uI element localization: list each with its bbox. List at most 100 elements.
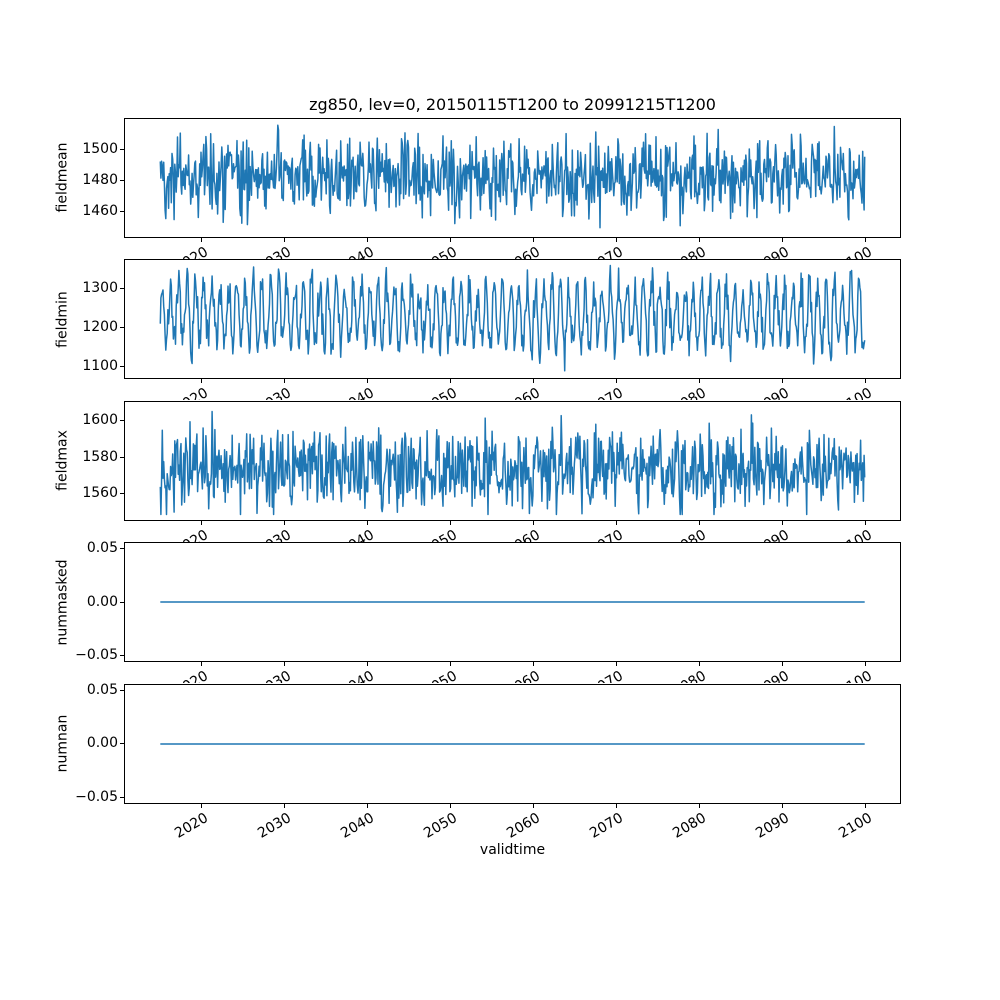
xtick-label: 2020	[143, 668, 212, 683]
xtick-label: 2030	[226, 668, 294, 683]
ytick-mark	[120, 797, 124, 799]
xtick-label: 2030	[226, 527, 294, 542]
xtick-label: 2070	[558, 244, 626, 259]
ytick-label: 1200	[82, 318, 118, 335]
xtick-mark	[698, 803, 700, 808]
xtick-mark	[366, 520, 368, 525]
xtick-label: 2030	[226, 244, 294, 259]
line-numnan	[160, 743, 865, 745]
ytick-mark	[120, 419, 124, 421]
xtick-mark	[615, 520, 617, 525]
xtick-mark	[449, 803, 451, 808]
xtick-label: 2080	[641, 385, 709, 400]
xtick-mark	[615, 237, 617, 242]
xtick-mark	[532, 520, 534, 525]
xtick-mark	[200, 662, 202, 667]
ytick-label: 0.05	[86, 540, 118, 557]
ytick-label: 1460	[82, 203, 118, 220]
xtick-label: 2070	[558, 527, 626, 542]
ytick-mark	[120, 149, 124, 151]
xtick-mark	[698, 662, 700, 667]
xtick-mark	[283, 803, 285, 808]
ytick-mark	[120, 655, 124, 657]
ytick-mark	[120, 548, 124, 550]
xtick-label: 2040	[309, 668, 377, 683]
ytick-label: 1480	[82, 172, 118, 189]
xtick-label: 2100	[806, 527, 875, 542]
xtick-label: 2090	[723, 385, 792, 400]
xtick-mark	[781, 662, 783, 667]
xtick-label: 2030	[226, 385, 294, 400]
xtick-mark	[698, 520, 700, 525]
xtick-mark	[200, 520, 202, 525]
subplot-nummasked	[124, 542, 901, 663]
xtick-mark	[283, 237, 285, 242]
ytick-label: 1500	[82, 141, 118, 158]
xtick-mark	[283, 662, 285, 667]
series-fieldmean	[159, 123, 866, 228]
xtick-mark	[366, 237, 368, 242]
xtick-mark	[781, 520, 783, 525]
ytick-label: 1560	[82, 485, 118, 502]
xtick-mark	[200, 237, 202, 242]
xtick-label: 2040	[309, 527, 377, 542]
xtick-label: 2060	[475, 527, 543, 542]
subplot-numnan	[124, 683, 901, 804]
xtick-label: 2050	[392, 668, 460, 683]
xtick-label: 2060	[475, 668, 543, 683]
xtick-label: 2050	[392, 527, 460, 542]
xtick-mark	[366, 379, 368, 384]
xtick-mark	[864, 803, 866, 808]
xtick-label: 2060	[475, 244, 543, 259]
line-fieldmean	[159, 123, 866, 228]
xtick-label: 2090	[723, 244, 792, 259]
ytick-mark	[120, 365, 124, 367]
xtick-mark	[366, 803, 368, 808]
xtick-mark	[449, 662, 451, 667]
xtick-mark	[532, 237, 534, 242]
xtick-mark	[532, 379, 534, 384]
series-fieldmax	[159, 410, 866, 515]
line-fieldmax	[159, 410, 866, 515]
xtick-labels-clipped: 2020 2030 2040 2050 2060 2070 2080 2090 2100	[0, 666, 1000, 683]
xtick-mark	[449, 379, 451, 384]
xtick-label: 2050	[392, 244, 460, 259]
xtick-mark	[449, 520, 451, 525]
xtick-mark	[283, 520, 285, 525]
ytick-label: 1100	[82, 357, 118, 374]
xtick-label: 2060	[475, 385, 543, 400]
subplot-fieldmean	[124, 117, 901, 238]
xtick-label: 2020	[143, 385, 212, 400]
xtick-mark	[615, 662, 617, 667]
ylabel-numnan: numnan	[54, 715, 71, 773]
subplot-fieldmax	[124, 400, 901, 521]
xtick-label: 2100	[806, 385, 875, 400]
ytick-mark	[120, 743, 124, 745]
xtick-mark	[200, 379, 202, 384]
xtick-mark	[366, 662, 368, 667]
xtick-label: 2040	[309, 244, 377, 259]
xtick-label: 2100	[806, 668, 875, 683]
line-nummasked	[160, 601, 865, 604]
xtick-mark	[864, 520, 866, 525]
xtick-label: 2080	[641, 244, 709, 259]
chart-title: zg850, lev=0, 20150115T1200 to 20991215T…	[309, 95, 716, 114]
ytick-label: 1580	[82, 448, 118, 465]
xtick-mark	[532, 803, 534, 808]
xtick-label: 2080	[641, 668, 709, 683]
ytick-label: 1600	[82, 411, 118, 428]
xtick-label: 2080	[641, 527, 709, 542]
series-fieldmin	[159, 264, 866, 372]
ytick-mark	[120, 180, 124, 182]
xtick-label: 2100	[806, 244, 875, 259]
xtick-mark	[615, 379, 617, 384]
ytick-mark	[120, 326, 124, 328]
xtick-label: 2040	[309, 385, 377, 400]
ylabel-fieldmean: fieldmean	[54, 142, 71, 213]
xtick-mark	[781, 379, 783, 384]
xtick-label: 2090	[723, 668, 792, 683]
xtick-label: 2050	[392, 385, 460, 400]
ylabel-fieldmax: fieldmax	[54, 430, 71, 492]
xtick-labels-clipped: 2020 2030 2040 2050 2060 2070 2080 2090 2100	[0, 242, 1000, 259]
